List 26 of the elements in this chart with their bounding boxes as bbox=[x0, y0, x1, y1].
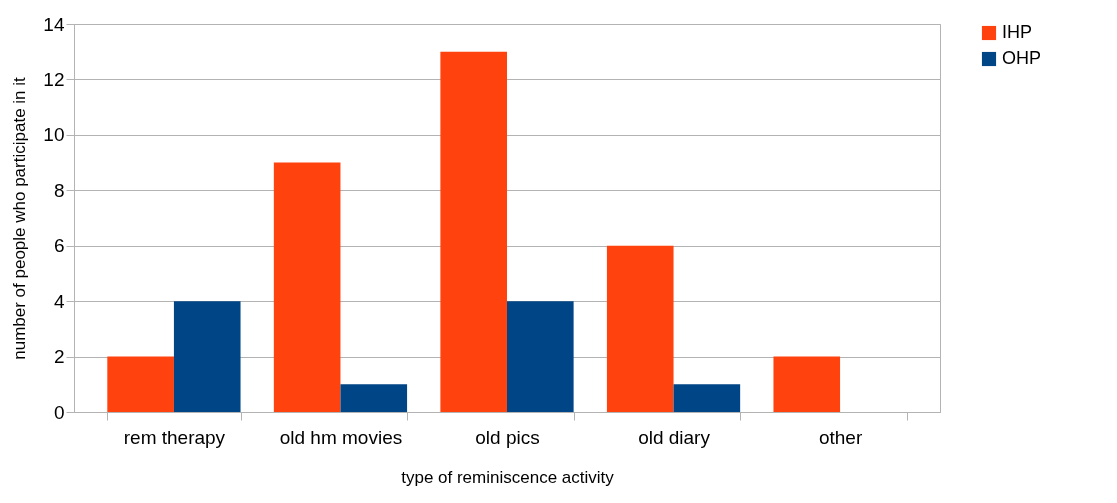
y-tick-label: 14 bbox=[43, 13, 65, 35]
bar bbox=[773, 356, 841, 412]
bar bbox=[340, 384, 408, 412]
bar bbox=[673, 384, 741, 412]
bar bbox=[273, 162, 341, 412]
bar bbox=[107, 356, 174, 412]
y-tick-label: 12 bbox=[43, 68, 65, 90]
y-tick-label: 6 bbox=[53, 235, 65, 257]
legend-label: IHP bbox=[1002, 22, 1033, 42]
bar bbox=[507, 301, 574, 412]
bar bbox=[440, 51, 507, 412]
x-tick-label: other bbox=[818, 426, 863, 448]
bar bbox=[173, 301, 241, 412]
x-tick-label: old hm movies bbox=[279, 426, 403, 448]
y-tick-label: 10 bbox=[43, 124, 65, 146]
y-tick-label: 2 bbox=[53, 346, 65, 368]
y-tick-label: 4 bbox=[53, 290, 65, 312]
y-axis-title: number of people who participate in it bbox=[10, 76, 30, 360]
bar bbox=[606, 245, 674, 412]
legend-label: OHP bbox=[1002, 48, 1042, 68]
y-tick-label: 8 bbox=[53, 179, 65, 201]
x-axis-title: type of reminiscence activity bbox=[401, 467, 615, 487]
x-tick-label: rem therapy bbox=[123, 426, 226, 448]
x-tick-label: old diary bbox=[638, 426, 711, 448]
y-tick-label: 0 bbox=[53, 401, 65, 423]
x-tick-label: old pics bbox=[475, 426, 540, 448]
